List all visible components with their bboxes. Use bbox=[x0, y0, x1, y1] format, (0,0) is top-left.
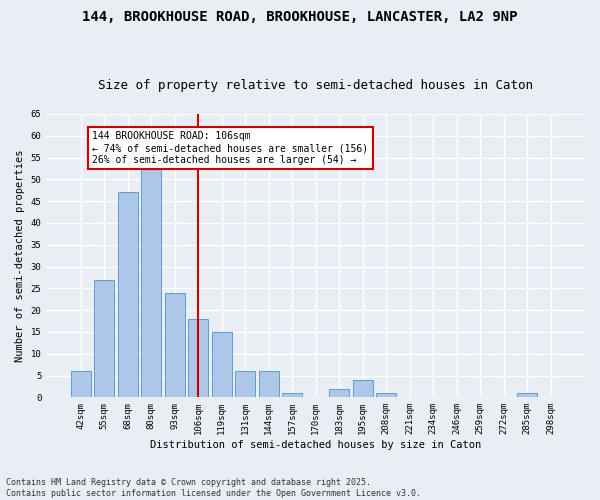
Bar bbox=[164, 292, 185, 398]
Bar bbox=[282, 393, 302, 398]
Bar bbox=[329, 388, 349, 398]
Bar bbox=[118, 192, 137, 398]
Bar bbox=[259, 371, 278, 398]
Bar bbox=[188, 319, 208, 398]
Y-axis label: Number of semi-detached properties: Number of semi-detached properties bbox=[15, 150, 25, 362]
Text: 144, BROOKHOUSE ROAD, BROOKHOUSE, LANCASTER, LA2 9NP: 144, BROOKHOUSE ROAD, BROOKHOUSE, LANCAS… bbox=[82, 10, 518, 24]
Text: Contains HM Land Registry data © Crown copyright and database right 2025.
Contai: Contains HM Land Registry data © Crown c… bbox=[6, 478, 421, 498]
Bar bbox=[71, 371, 91, 398]
X-axis label: Distribution of semi-detached houses by size in Caton: Distribution of semi-detached houses by … bbox=[150, 440, 481, 450]
Bar bbox=[141, 166, 161, 398]
Bar bbox=[353, 380, 373, 398]
Bar bbox=[212, 332, 232, 398]
Bar bbox=[517, 393, 537, 398]
Title: Size of property relative to semi-detached houses in Caton: Size of property relative to semi-detach… bbox=[98, 79, 533, 92]
Bar bbox=[235, 371, 255, 398]
Bar bbox=[376, 393, 396, 398]
Bar bbox=[94, 280, 114, 398]
Text: 144 BROOKHOUSE ROAD: 106sqm
← 74% of semi-detached houses are smaller (156)
26% : 144 BROOKHOUSE ROAD: 106sqm ← 74% of sem… bbox=[92, 132, 368, 164]
